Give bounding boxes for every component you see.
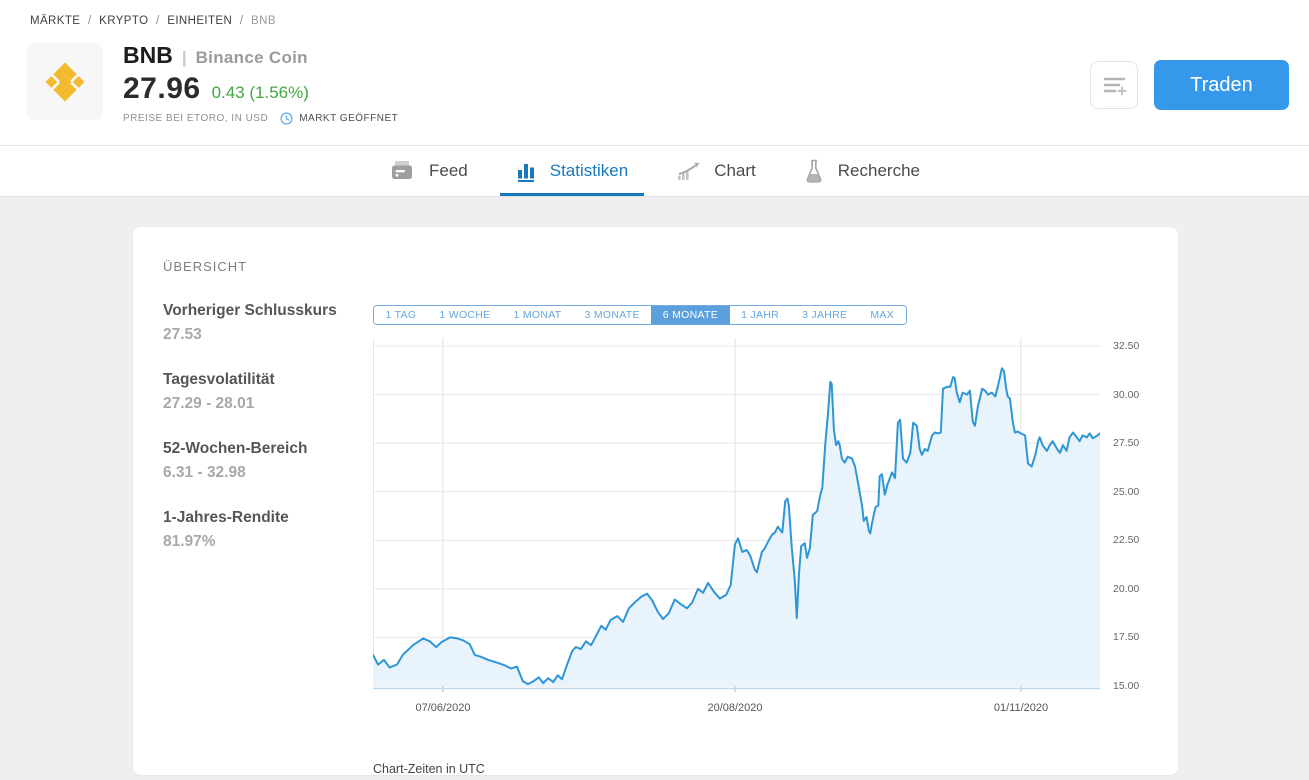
breadcrumb-einheiten[interactable]: EINHEITEN: [167, 15, 233, 27]
tab-bar: Feed Statistiken Chart: [0, 145, 1309, 197]
breadcrumb-separator: /: [239, 15, 244, 27]
binance-coin-icon: [45, 62, 84, 101]
price-chart[interactable]: 32.50 30.00 27.50 25.00 22.50 20.00 17.50 15.00…: [372, 338, 1178, 730]
tab-feed[interactable]: Feed: [373, 146, 484, 196]
breadcrumb-maerkte[interactable]: MÄRKTE: [30, 15, 81, 27]
market-status: MARKT GEÖFFNET: [299, 113, 399, 124]
y-axis-label: 17.50: [1113, 631, 1140, 643]
instrument-header: MÄRKTE / KRYPTO / EINHEITEN / BNB BNB | …: [0, 0, 1309, 145]
breadcrumb: MÄRKTE / KRYPTO / EINHEITEN / BNB: [30, 15, 280, 27]
range-button-1-tag[interactable]: 1 TAG: [374, 306, 428, 324]
breadcrumb-separator: /: [87, 15, 92, 27]
clock-icon: [280, 112, 293, 125]
add-to-list-icon: [1103, 77, 1126, 96]
breadcrumb-current-bnb: BNB: [251, 15, 276, 27]
instrument-symbol: BNB: [123, 42, 173, 68]
chart-timezone-note: Chart-Zeiten in UTC: [373, 762, 485, 776]
symbol-name-separator: |: [181, 48, 187, 67]
x-axis-label: 07/06/2020: [415, 702, 471, 714]
range-button-6-monate[interactable]: 6 MONATE: [651, 306, 730, 324]
stat-daily-volatility: Tagesvolatilität 27.29 - 28.01: [163, 368, 363, 416]
y-axis-label: 25.00: [1113, 486, 1140, 498]
y-axis-label: 15.00: [1113, 680, 1140, 692]
time-range-selector: 1 TAG 1 WOCHE 1 MONAT 3 MONATE 6 MONATE …: [373, 305, 907, 325]
stat-label: Tagesvolatilität: [163, 371, 275, 388]
range-button-1-jahr[interactable]: 1 JAHR: [729, 306, 791, 324]
breadcrumb-krypto[interactable]: KRYPTO: [99, 15, 149, 27]
stat-1-year-return: 1-Jahres-Rendite 81.97%: [163, 506, 363, 554]
feed-icon: [392, 161, 412, 179]
y-axis-label: 22.50: [1113, 534, 1140, 546]
range-button-1-woche[interactable]: 1 WOCHE: [427, 306, 502, 324]
tab-chart[interactable]: Chart: [660, 146, 772, 196]
price-change: 0.43 (1.56%): [211, 83, 309, 102]
add-to-watchlist-button[interactable]: [1090, 61, 1138, 109]
tab-feed-label: Feed: [429, 161, 468, 180]
stat-value: 27.53: [163, 326, 202, 343]
flask-icon: [806, 159, 822, 183]
tab-statistiken[interactable]: Statistiken: [500, 146, 644, 196]
instrument-logo: [26, 43, 103, 120]
breadcrumb-separator: /: [156, 15, 160, 27]
stats-list: Vorheriger Schlusskurs 27.53 Tagesvolati…: [163, 299, 363, 575]
stat-label: 1-Jahres-Rendite: [163, 509, 289, 526]
stat-value: 81.97%: [163, 533, 216, 550]
tab-recherche-label: Recherche: [837, 161, 920, 180]
range-button-max[interactable]: MAX: [858, 306, 906, 324]
instrument-name: Binance Coin: [195, 48, 308, 67]
trade-button[interactable]: Traden: [1154, 60, 1289, 110]
range-button-3-jahre[interactable]: 3 JAHRE: [790, 306, 859, 324]
tab-recherche[interactable]: Recherche: [788, 146, 936, 196]
stat-label: 52-Wochen-Bereich: [163, 440, 308, 457]
chart-section: 1 TAG 1 WOCHE 1 MONAT 3 MONATE 6 MONATE …: [372, 305, 1178, 776]
stat-52-week-range: 52-Wochen-Bereich 6.31 - 32.98: [163, 437, 363, 485]
y-axis-label: 32.50: [1113, 340, 1140, 352]
stat-label: Vorheriger Schlusskurs: [163, 302, 337, 319]
y-axis-label: 20.00: [1113, 583, 1140, 595]
current-price: 27.96: [123, 72, 201, 105]
overview-card: ÜBERSICHT Vorheriger Schlusskurs 27.53 T…: [133, 227, 1178, 776]
x-axis-label: 01/11/2020: [993, 702, 1049, 714]
overview-title: ÜBERSICHT: [163, 259, 248, 274]
range-button-3-monate[interactable]: 3 MONATE: [572, 306, 652, 324]
stat-value: 6.31 - 32.98: [163, 464, 246, 481]
y-axis-label: 30.00: [1113, 389, 1140, 401]
x-axis-label: 20/08/2020: [707, 702, 763, 714]
line-chart-icon: [678, 162, 700, 180]
price-note: PREISE BEI ETORO, IN USD: [123, 113, 269, 124]
tab-statistiken-label: Statistiken: [549, 161, 629, 180]
bar-chart-icon: [517, 163, 534, 182]
area-chart: [372, 338, 1101, 692]
y-axis-label: 27.50: [1113, 437, 1140, 449]
tab-chart-label: Chart: [714, 161, 756, 180]
range-button-1-monat[interactable]: 1 MONAT: [501, 306, 573, 324]
stat-value: 27.29 - 28.01: [163, 395, 255, 412]
stat-previous-close: Vorheriger Schlusskurs 27.53: [163, 299, 363, 347]
